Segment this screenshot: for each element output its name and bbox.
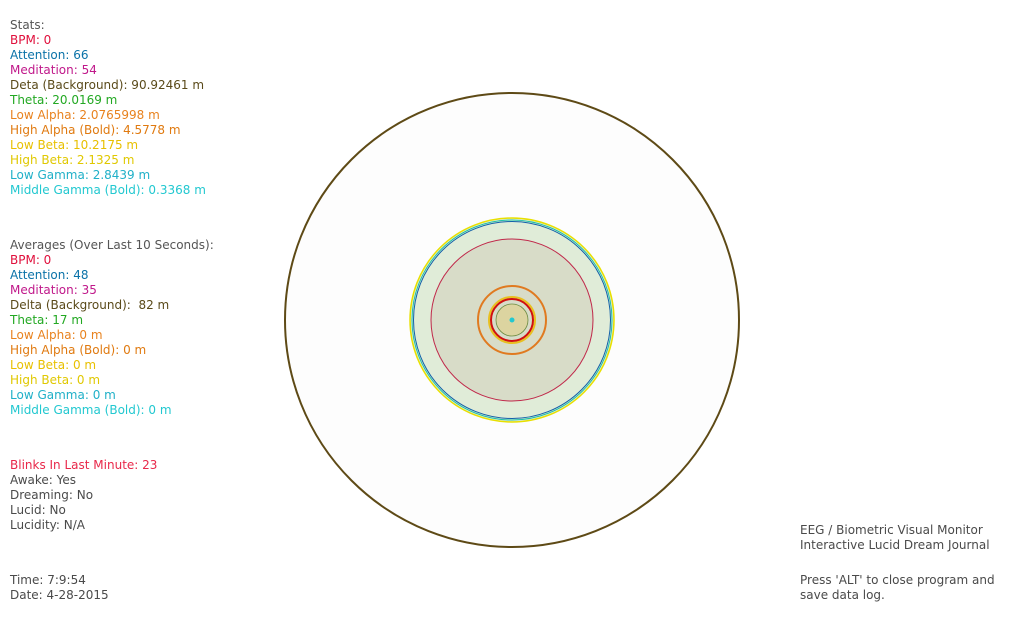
high-alpha-ring: [477, 285, 547, 355]
averages-delta: Delta (Background): 82 m: [10, 298, 170, 312]
awake-text: Awake: Yes: [10, 473, 77, 487]
stats-bpm: BPM: 0: [10, 33, 52, 47]
exit-instructions-line-2: save data log.: [800, 588, 885, 602]
exit-instructions: Press 'ALT' to close program and save da…: [800, 573, 995, 603]
beta-ring: [411, 219, 613, 421]
app-title-line-2: Interactive Lucid Dream Journal: [800, 538, 990, 552]
exit-instructions-line-1: Press 'ALT' to close program and: [800, 573, 995, 587]
stats-high-beta: High Beta: 2.1325 m: [10, 153, 135, 167]
dreaming-text: Dreaming: No: [10, 488, 94, 502]
stats-attention: Attention: 66: [10, 48, 89, 62]
stats-low-gamma: Low Gamma: 2.8439 m: [10, 168, 151, 182]
blinks-text: Blinks In Last Minute: 23: [10, 458, 158, 472]
status-panel: Blinks In Last Minute: 23 Awake: Yes Dre…: [10, 458, 157, 533]
averages-meditation: Meditation: 35: [10, 283, 97, 297]
stats-panel: Stats: BPM: 0 Attention: 66 Meditation: …: [10, 18, 206, 198]
app-title-line-1: EEG / Biometric Visual Monitor: [800, 523, 983, 537]
stats-high-alpha: High Alpha (Bold): 4.5778 m: [10, 123, 181, 137]
lucid-text: Lucid: No: [10, 503, 66, 517]
averages-theta: Theta: 17 m: [10, 313, 84, 327]
date-text: Date: 4-28-2015: [10, 588, 109, 602]
app-title: EEG / Biometric Visual Monitor Interacti…: [800, 523, 990, 553]
time-panel: Time: 7:9:54 Date: 4-28-2015: [10, 573, 109, 603]
bpm-ring: [490, 298, 534, 342]
center-dot: [509, 317, 515, 323]
lucidity-text: Lucidity: N/A: [10, 518, 85, 532]
stats-low-beta: Low Beta: 10.2175 m: [10, 138, 139, 152]
averages-high-alpha: High Alpha (Bold): 0 m: [10, 343, 147, 357]
averages-high-beta: High Beta: 0 m: [10, 373, 101, 387]
averages-panel: Averages (Over Last 10 Seconds): BPM: 0 …: [10, 238, 214, 418]
stats-meditation: Meditation: 54: [10, 63, 97, 77]
averages-middle-gamma: Middle Gamma (Bold): 0 m: [10, 403, 172, 417]
time-text: Time: 7:9:54: [10, 573, 86, 587]
low-alpha-ring: [488, 296, 536, 344]
stats-heading: Stats:: [10, 18, 45, 32]
averages-bpm: BPM: 0: [10, 253, 52, 267]
stats-theta: Theta: 20.0169 m: [10, 93, 118, 107]
averages-heading: Averages (Over Last 10 Seconds):: [10, 238, 214, 252]
stats-delta: Deta (Background): 90.92461 m: [10, 78, 205, 92]
averages-low-gamma: Low Gamma: 0 m: [10, 388, 116, 402]
averages-attention: Attention: 48: [10, 268, 89, 282]
stats-low-alpha: Low Alpha: 2.0765998 m: [10, 108, 160, 122]
stats-middle-gamma: Middle Gamma (Bold): 0.3368 m: [10, 183, 206, 197]
attention-ring: [413, 221, 611, 419]
averages-low-alpha: Low Alpha: 0 m: [10, 328, 103, 342]
averages-low-beta: Low Beta: 0 m: [10, 358, 97, 372]
